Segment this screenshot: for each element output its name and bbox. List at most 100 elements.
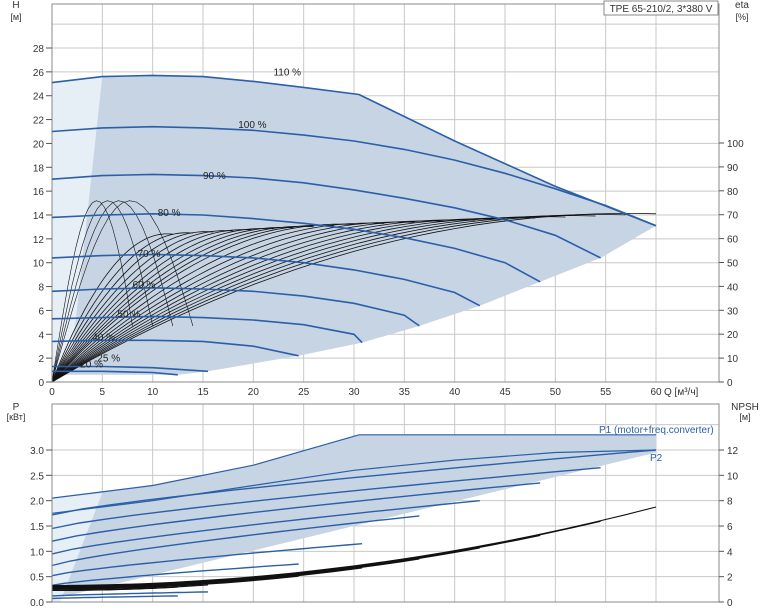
efficiency-curve [51, 212, 657, 383]
annotation-p2: P2 [650, 453, 663, 464]
power-curve [51, 500, 480, 555]
y-tick-label: 2 [38, 354, 44, 365]
x-tick-label: 5 [100, 387, 106, 398]
efficiency-curve [51, 229, 254, 383]
efficiency-curve [51, 215, 596, 383]
efficiency-curve [51, 214, 626, 383]
y-axis-title: H [12, 0, 19, 11]
y2-tick-label: 12 [727, 446, 739, 457]
head-curve-label: 25 % [97, 354, 120, 365]
y-tick-label: 0.0 [30, 598, 44, 609]
x-tick-label: 55 [600, 387, 612, 398]
head-curve-label: 40 % [92, 332, 115, 343]
npsh-curve [51, 547, 480, 588]
y2-tick-label: 60 [727, 235, 739, 246]
y2-axis-title: NPSH [731, 402, 759, 413]
title-box: TPE 65-210/2, 3*380 V [603, 0, 719, 16]
power-curve [51, 595, 178, 600]
y2-tick-label: 2 [727, 573, 733, 584]
efficiency-curve [51, 219, 475, 383]
head-curve [52, 365, 209, 373]
efficiency-curve [51, 228, 274, 383]
efficiency-curve [51, 223, 355, 383]
low-flow-area [52, 76, 103, 373]
y2-tick-label: 50 [727, 259, 739, 270]
y2-axis-unit: [%] [735, 12, 748, 22]
title-text: TPE 65-210/2, 3*380 V [610, 4, 713, 15]
operating-area [52, 75, 656, 375]
y-axis-unit: [кВт] [7, 412, 26, 422]
y-tick-label: 22 [33, 116, 45, 127]
y2-axis-unit: [м] [739, 412, 750, 422]
head-curve [51, 339, 299, 357]
power-curve [51, 515, 420, 567]
efficiency-curve [51, 233, 173, 383]
x-tick-label: 30 [348, 387, 360, 398]
head-curve-label: 90 % [203, 171, 226, 182]
y2-tick-label: 30 [727, 306, 739, 317]
y-axis-unit: [м] [10, 12, 21, 22]
power-curve [51, 449, 657, 516]
efficiency-curve [51, 216, 566, 383]
y-tick-label: 1.0 [30, 547, 44, 558]
power-curve [51, 482, 541, 542]
npsh-curve [51, 558, 420, 589]
y-tick-label: 14 [33, 211, 45, 222]
x-tick-label: 25 [298, 387, 310, 398]
power-curve [51, 467, 601, 530]
head-curve [51, 212, 541, 283]
head-curve-label: 110 % [273, 67, 301, 78]
efficiency-curve [51, 218, 506, 383]
y2-tick-label: 20 [727, 330, 739, 341]
y-tick-label: 12 [33, 235, 45, 246]
y2-tick-label: 10 [727, 471, 739, 482]
power-curve-family [51, 449, 657, 600]
npsh-curve [52, 586, 178, 592]
head-efficiency-plot: 110 %100 %90 %80 %70 %60 %50 %40 %25 %20… [10, 0, 749, 398]
y-tick-label: 28 [33, 44, 45, 55]
y-tick-label: 26 [33, 68, 45, 79]
x-tick-label: 60 [650, 387, 662, 398]
head-curve-label: 20 % [80, 360, 103, 371]
head-curve-label: 100 % [238, 120, 266, 131]
power-curve [51, 543, 363, 577]
efficiency-curve [51, 230, 234, 383]
power-series-line [51, 434, 656, 499]
head-curve-label: 80 % [158, 208, 181, 219]
y-tick-label: 1.5 [30, 522, 44, 533]
y-tick-label: 0 [38, 378, 44, 389]
npsh-curve [51, 534, 541, 588]
npsh-curves [51, 506, 657, 592]
power-series-line [51, 449, 657, 514]
y2-tick-label: 80 [727, 187, 739, 198]
title-box-frame [603, 0, 719, 16]
y-tick-label: 8 [38, 283, 44, 294]
y2-tick-label: 6 [727, 522, 733, 533]
y2-tick-label: 90 [727, 163, 739, 174]
npsh-curve [52, 567, 363, 590]
efficiency-curve [51, 224, 334, 383]
head-curve-label: 70 % [138, 249, 161, 260]
x-tick-label: 0 [49, 387, 55, 398]
power-low-flow-area [52, 493, 103, 602]
x-tick-label: 45 [499, 387, 511, 398]
x-tick-label: 40 [449, 387, 461, 398]
plot-frame [51, 3, 720, 383]
efficiency-loop [51, 200, 133, 383]
y-tick-label: 20 [33, 139, 45, 150]
efficiency-curve [51, 231, 214, 383]
y2-tick-label: 8 [727, 497, 733, 508]
plot-frame [51, 403, 720, 603]
head-curve [51, 74, 657, 227]
y-tick-label: 0.5 [30, 573, 44, 584]
efficiency-curve [51, 217, 536, 383]
head-curve [52, 370, 178, 376]
y-tick-label: 3.0 [30, 446, 44, 457]
y-tick-label: 2.5 [30, 471, 44, 482]
x-tick-label: 50 [550, 387, 562, 398]
y-tick-label: 4 [38, 330, 44, 341]
efficiency-curve [51, 221, 415, 383]
head-curve [51, 315, 363, 344]
efficiency-curve [51, 225, 314, 383]
